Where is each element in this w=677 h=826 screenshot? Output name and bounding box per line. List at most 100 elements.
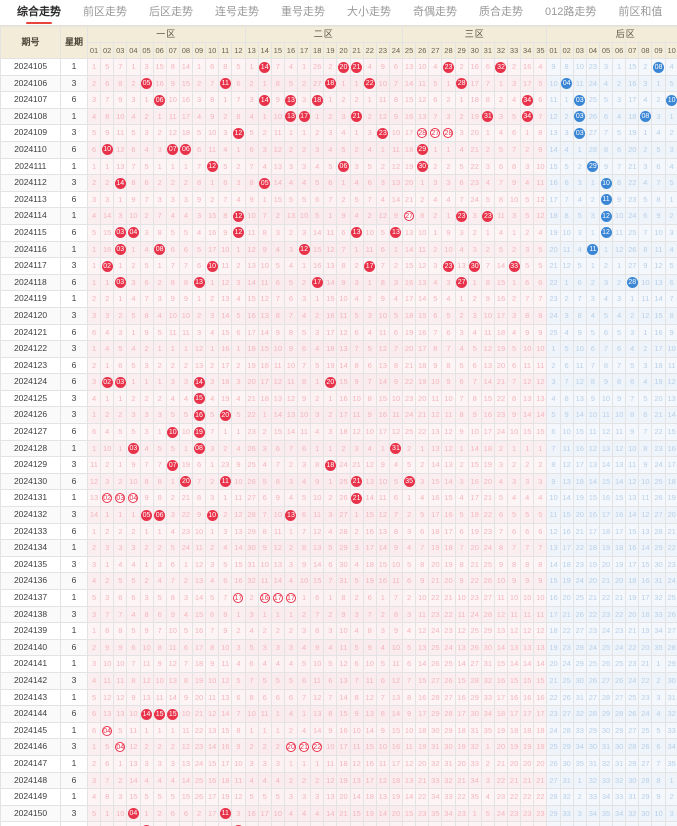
front-cell-miss: 9	[388, 107, 404, 126]
table-row[interactable]: 2024125 3 4 1 1 2 2 2 4 4 15 4 19 4 21 18 13 12 9 2 1 16 10 8 15…	[0, 389, 677, 408]
front-cell-miss: 4	[349, 290, 364, 308]
table-row[interactable]: 2024151662111053773181121718115551522162…	[0, 821, 677, 826]
front-cell-miss: 30	[428, 721, 443, 740]
table-row[interactable]: 2024113 6 3 3 1 9 7 3 3 3 9 2 7 4 9 1 15 5 5 6 7 2 5 7 4 14 21 2 4 4 7…	[0, 190, 677, 209]
front-cell-miss: 5	[388, 306, 404, 325]
tab-9[interactable]: 前区和值	[618, 5, 663, 18]
table-row[interactable]: 2024117 3 1 02 1 2 5 1 7 7 6 10 11 2 13 10 5 4 1 16 13 8 2 17 7 2…	[0, 257, 677, 275]
front-cell-miss: 1	[165, 340, 180, 358]
front-cell-miss: 13	[454, 638, 469, 657]
table-row[interactable]: 2024149 1 4 8 3 15 5 5 5 15 26 17 19 12 5 5 5 3 3 3 13 20 14 18…	[0, 788, 677, 806]
front-cell-miss: 15	[349, 804, 364, 823]
front-cell-miss: 3	[297, 157, 312, 176]
front-cell-miss: 4	[310, 423, 325, 441]
table-row[interactable]: 2024110 6 6 10 12 6 4 3 07 06 6 11 4 1 6 3 12 2 2 3 4 5 2 4 1 11 1…	[0, 140, 677, 159]
front-cell-miss: 2	[323, 58, 338, 76]
table-row[interactable]: 2024150 3 5 1 10 04 1 2 6 6 2 17 11 3 16 17 10 4 4 4 14 21 15 1…	[0, 804, 677, 823]
front-cell-miss: 4	[441, 290, 456, 308]
table-row[interactable]: 2024116 1 1 16 03 1 4 08 6 6 5 17 10 1 12 9 4 3 12 15 12 7 1 11…	[0, 240, 677, 259]
table-row[interactable]: 2024145 1 6 04 5 11 1 1 1 11 22 13 15 8 1 1 1 2 4 14 9 16 10 14…	[0, 721, 677, 740]
back-cell-miss: 3	[664, 804, 677, 823]
tab-6[interactable]: 奇偶走势	[413, 5, 457, 18]
tab-4[interactable]: 重号走势	[281, 5, 325, 18]
table-row[interactable]: 2024138 3 3 7 7 4 8 6 9 4 15 6 8 1 3 1 1 1 2 7 2 9 3 7 2 8 3 11 23 22…	[0, 605, 677, 624]
front-cell-miss: 2	[283, 456, 299, 474]
front-cell-miss: 3	[283, 555, 299, 574]
front-cell-hit: 15	[191, 389, 207, 408]
table-row[interactable]: 2024135 3 3 1 4 4 1 3 6 1 12 3 5 15 31 10 13 3 9 14 6 30 4 18 15…	[0, 555, 677, 574]
front-cell-miss: 5	[178, 223, 194, 242]
back-cell-miss: 22	[612, 605, 627, 624]
front-cell-miss: 3	[454, 124, 469, 142]
front-cell-hit: 05	[139, 506, 154, 524]
table-row[interactable]: 2024136 6 4 2 5 5 2 4 7 2 13 4 6 16 32 11 14 4 10 15 7 31 5 19 1…	[0, 572, 677, 590]
table-row[interactable]: 2024108 1 4 8 10 4 2 1 11 17 4 9 2 8 4 1 10 13 17 1 2 3 21 2 12 9…	[0, 107, 677, 126]
front-cell-miss: 2	[323, 107, 338, 126]
front-cell-miss: 16	[218, 738, 233, 756]
back-cell-miss: 14	[598, 456, 614, 474]
table-row[interactable]: 2024130 6 12 3 2 10 8 8 1 20 7 2 11 10 26 5 8 3 4 9 1 25 21 13 1…	[0, 472, 677, 491]
tab-1[interactable]: 前区走势	[83, 5, 127, 18]
front-cell-miss: 4	[126, 107, 141, 126]
table-row[interactable]: 2024115 6 5 15 03 04 3 8 5 5 4 16 9 12 11 8 3 2 3 14 11 6 13 10…	[0, 223, 677, 242]
table-row[interactable]: 2024148 6 3 7 2 14 4 4 4 14 25 16 18 11 4 4 4 2 2 2 12 19 13 17…	[0, 771, 677, 790]
header-front-num-13: 13	[244, 42, 259, 59]
table-row[interactable]: 2024126 3 1 2 2 3 3 3 5 5 16 5 20 5 22 1 14 13 10 3 2 17 11 9 16…	[0, 406, 677, 425]
tab-3[interactable]: 连号走势	[215, 5, 259, 18]
tab-10[interactable]: 后区和值	[673, 0, 677, 25]
front-cell-miss: 27	[336, 506, 351, 524]
table-row[interactable]: 2024109 3 5 9 11 5 3 2 12 18 5 10 3 12 5 2 11 1 1 2 3 4 1 3 23 10…	[0, 124, 677, 142]
table-row[interactable]: 2024146 3 1 5 04 12 2 2 2 12 23 14 16 9 2 2 2 20 21 22 10 17 1…	[0, 738, 677, 756]
table-row[interactable]: 2024106 3 2 6 8 2 05 16 9 15 2 7 11 6 2 1 8 5 2 27 18 1 1 22 10 7…	[0, 74, 677, 93]
table-row[interactable]: 2024129 3 11 2 1 9 7 7 07 19 6 1 23 9 25 4 7 2 3 8 18 24 21 12 9…	[0, 456, 677, 474]
table-row[interactable]: 2024133 6 1 2 2 2 1 1 4 23 10 1 3 13 29 8 11 1 7 12 4 28 2 16 13…	[0, 522, 677, 541]
table-row[interactable]: 2024137 1 5 3 6 6 3 5 8 3 14 5 7 17 2 16 17 17 1 6 1 8 2 6 1 7 2 10…	[0, 589, 677, 607]
table-row[interactable]: 2024140 6 2 9 9 6 10 8 11 6 17 8 10 3 5 3 3 3 4 9 4 11 5 9 4 10 5 1…	[0, 638, 677, 657]
back-cell-miss: 12	[612, 240, 627, 259]
table-row[interactable]: 2024134 1 2 3 3 3 2 2 5 24 11 2 4 14 30 9 12 2 8 13 5 29 3 17 14…	[0, 539, 677, 557]
back-cell-miss: 23	[585, 58, 600, 76]
table-row[interactable]: 2024123 6 2 1 6 5 3 2 2 2 13 2 17 2 19 16 11 10 7 5 19 14 8 6 13…	[0, 356, 677, 375]
table-row[interactable]: 2024105 1 1 5 7 1 3 15 8 14 1 6 8 5 1 14 7 4 1 26 2 20 21 4 9 6 13…	[0, 58, 677, 76]
table-row[interactable]: 2024127 6 6 4 5 5 3 1 10 10 19 7 1 1 23 2 15 14 11 4 3 18 12 10…	[0, 423, 677, 441]
tab-2[interactable]: 后区走势	[149, 5, 193, 18]
table-row[interactable]: 2024124 6 3 02 03 1 1 1 3 3 14 3 18 3 20 17 12 11 8 1 20 15 9 7…	[0, 373, 677, 391]
table-row[interactable]: 2024114 1 4 14 3 10 2 7 4 4 3 15 8 12 10 7 2 13 10 5 1 9 4 2 12 9…	[0, 207, 677, 225]
table-row[interactable]: 2024147 1 2 6 1 13 3 3 3 13 24 15 17 10 3 3 3 1 1 1 11 18 12 16…	[0, 754, 677, 773]
front-cell-hit: 12	[231, 207, 246, 225]
table-row[interactable]: 2024143 1 5 12 12 9 13 11 14 9 20 11 13 6 8 6 6 6 7 12 7 14 8 1…	[0, 688, 677, 707]
tab-5[interactable]: 大小走势	[347, 5, 391, 18]
tab-0[interactable]: 综合走势	[6, 0, 72, 25]
back-cell-miss: 34	[598, 788, 614, 806]
front-cell-miss: 12	[270, 140, 285, 159]
front-cell-miss: 9	[480, 290, 495, 308]
table-row[interactable]: 2024111 1 1 1 13 7 5 1 1 1 7 12 5 2 7 4 13 3 3 4 5 06 3 5 2 12 19 3…	[0, 157, 677, 176]
table-row[interactable]: 2024120 3 3 3 2 5 8 4 10 10 2 3 14 5 16 13 8 7 4 2 16 11 5 3 10 5…	[0, 306, 677, 325]
table-row[interactable]: 2024122 3 1 4 5 4 2 1 1 1 12 1 16 1 18 15 10 9 6 4 18 13 7 5 12 7…	[0, 340, 677, 358]
table-row[interactable]: 2024131 1 13 02 03 04 9 9 2 21 8 3 1 11 27 6 9 4 5 10 2 26 21 1…	[0, 489, 677, 508]
front-cell-miss: 5	[533, 240, 548, 259]
cell-week: 6	[60, 771, 88, 790]
cell-week: 1	[60, 655, 88, 673]
tab-7[interactable]: 质合走势	[479, 5, 523, 18]
front-cell-miss: 8	[218, 605, 233, 624]
table-row[interactable]: 2024144 6 6 13 13 10 14 15 15 10 21 12 14 7 10 11 1 4 1 13 8…	[0, 705, 677, 723]
table-row[interactable]: 2024121 6 6 4 3 1 9 5 11 11 3 4 15 6 17 14 9 8 5 3 17 12 6 4 11 6…	[0, 323, 677, 342]
table-row[interactable]: 2024112 3 2 2 14 8 6 2 2 2 8 1 6 3 8 05 14 4 4 5 6 1 4 6 3 13 20 1 3…	[0, 174, 677, 192]
table-row[interactable]: 2024128 1 1 10 1 03 4 5 5 1 08 3 2 4 26 3 6 7 6 1 1 2 3 4 1 31 2 1 1…	[0, 439, 677, 458]
table-row[interactable]: 2024107 6 3 7 9 3 1 06 10 16 3 8 1 7 3 14 9 13 3 18 1 2 2 1 11 8 1…	[0, 91, 677, 109]
tab-8[interactable]: 012路走势	[545, 5, 597, 18]
front-cell-miss: 5	[520, 506, 535, 524]
back-cell-miss: 13	[559, 472, 574, 491]
table-row[interactable]: 2024139 1 1 8 8 5 9 7 10 5 16 7 9 2 4 2 2 2 3 8 3 10 4 8 3 9 4 12 24…	[0, 622, 677, 640]
table-row[interactable]: 2024141 1 3 10 10 7 11 9 12 7 18 9 11 4 6 4 4 4 5 10 5 12 6 10 5…	[0, 655, 677, 673]
table-row[interactable]: 2024119 1 2 2 1 4 7 3 9 9 1 2 13 4 15 12 7 6 3 1 15 10 4 2 9 4 17 1…	[0, 290, 677, 308]
front-cell-miss: 28	[428, 688, 443, 707]
front-cell-miss: 5	[349, 638, 364, 657]
table-row[interactable]: 2024142 3 4 11 11 8 12 10 13 8 19 10 12 5 7 5 5 5 6 11 6 13 7 1…	[0, 671, 677, 690]
front-cell-miss: 18	[388, 771, 404, 790]
front-cell-miss: 2	[205, 356, 220, 375]
table-row[interactable]: 2024118 6 1 1 03 3 6 2 8 8 13 1 12 3 14 11 6 5 2 17 14 9 3 1 8 3 1…	[0, 273, 677, 292]
table-row[interactable]: 2024132 3 14 1 1 1 05 06 3 22 9 10 2 12 28 7 10 13 6 11 3 27 1…	[0, 506, 677, 524]
front-cell-miss: 11	[231, 489, 246, 508]
